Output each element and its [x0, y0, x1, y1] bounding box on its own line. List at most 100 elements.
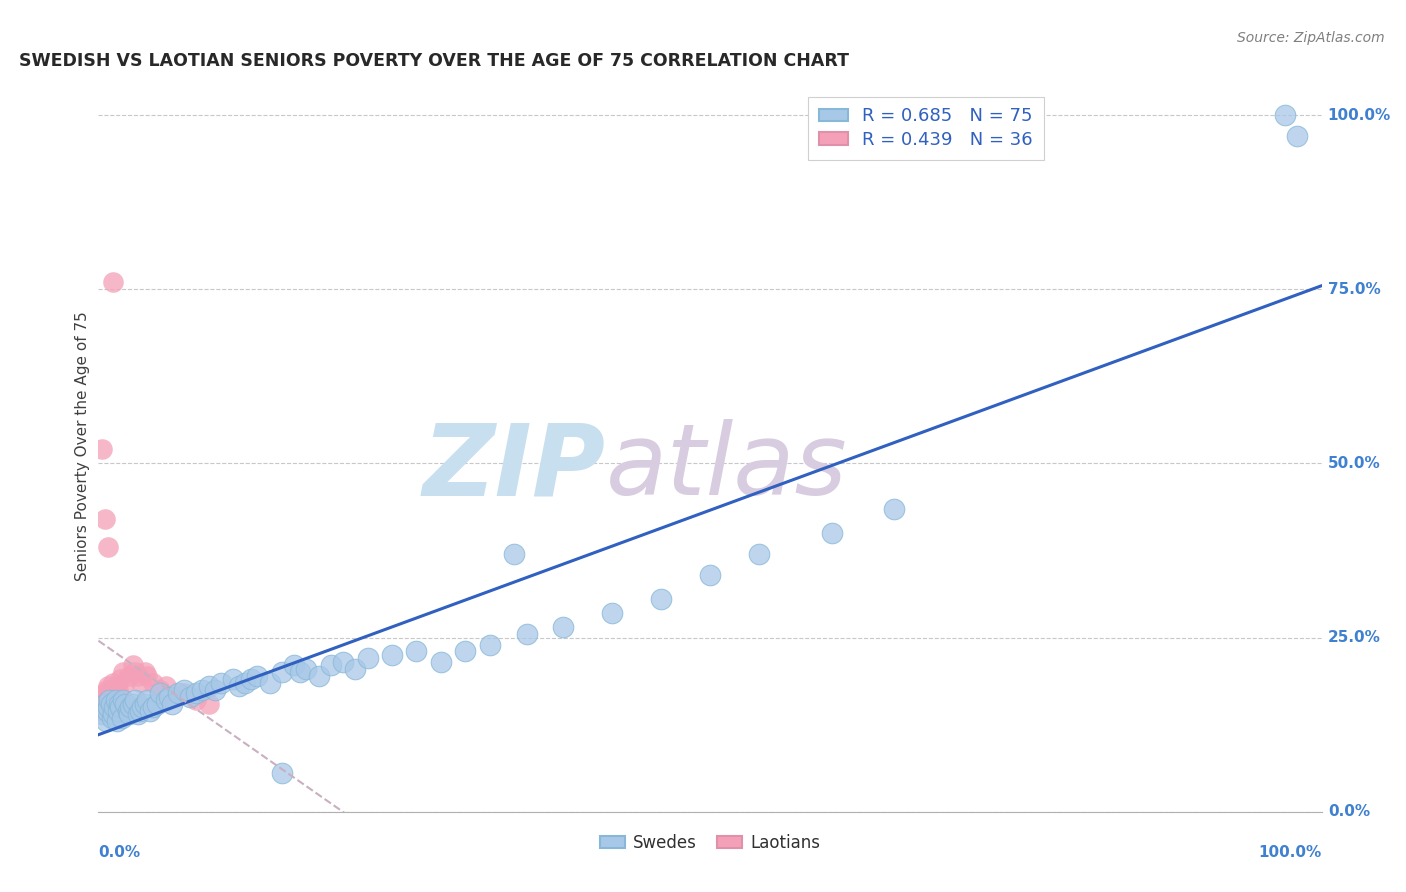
Point: [173, 686, 195, 700]
Point: [124, 693, 146, 707]
Point: [454, 644, 477, 658]
Point: [155, 693, 177, 707]
Text: SWEDISH VS LAOTIAN SENIORS POVERTY OVER THE AGE OF 75 CORRELATION CHART: SWEDISH VS LAOTIAN SENIORS POVERTY OVER …: [18, 53, 849, 70]
Point: [91, 707, 114, 722]
Text: 0.0%: 0.0%: [98, 845, 141, 860]
Point: [94, 714, 117, 728]
Point: [167, 686, 190, 700]
Point: [160, 690, 183, 704]
Point: [97, 679, 120, 693]
Point: [93, 686, 115, 700]
Text: Source: ZipAtlas.com: Source: ZipAtlas.com: [1237, 31, 1385, 45]
Text: 0.0%: 0.0%: [1327, 805, 1369, 819]
Point: [308, 669, 330, 683]
Point: [155, 679, 177, 693]
Point: [146, 697, 169, 711]
Point: [179, 690, 201, 704]
Point: [91, 442, 114, 457]
Point: [270, 665, 294, 680]
Point: [97, 540, 120, 554]
Point: [290, 665, 312, 680]
Point: [101, 711, 124, 725]
Point: [478, 638, 501, 652]
Point: [246, 669, 269, 683]
Point: [103, 697, 125, 711]
Point: [222, 673, 245, 687]
Point: [134, 697, 156, 711]
Point: [111, 665, 134, 680]
Point: [553, 620, 575, 634]
Point: [381, 648, 404, 662]
Point: [129, 676, 152, 690]
Point: [111, 693, 134, 707]
Point: [270, 766, 294, 780]
Point: [405, 644, 427, 658]
Point: [93, 512, 115, 526]
Point: [121, 697, 143, 711]
Point: [110, 700, 132, 714]
Point: [240, 673, 263, 687]
Point: [110, 673, 132, 687]
Point: [204, 682, 226, 697]
Legend: Swedes, Laotians: Swedes, Laotians: [593, 827, 827, 858]
Point: [515, 627, 537, 641]
Point: [233, 676, 256, 690]
Point: [356, 651, 378, 665]
Text: 25.0%: 25.0%: [1327, 630, 1381, 645]
Point: [134, 665, 156, 680]
Point: [332, 655, 354, 669]
Point: [157, 690, 180, 704]
Point: [1286, 128, 1309, 143]
Y-axis label: Seniors Poverty Over the Age of 75: Seniors Poverty Over the Age of 75: [75, 311, 90, 581]
Point: [121, 658, 143, 673]
Point: [149, 686, 172, 700]
Point: [91, 700, 114, 714]
Point: [118, 669, 141, 683]
Point: [186, 693, 208, 707]
Text: 75.0%: 75.0%: [1327, 282, 1381, 297]
Point: [186, 686, 208, 700]
Point: [98, 693, 121, 707]
Point: [344, 662, 367, 676]
Point: [142, 676, 165, 690]
Point: [821, 526, 844, 541]
Point: [149, 682, 172, 697]
Point: [129, 704, 152, 718]
Point: [160, 697, 183, 711]
Point: [127, 707, 149, 722]
Point: [173, 682, 195, 697]
Point: [259, 676, 281, 690]
Point: [503, 547, 526, 561]
Point: [100, 697, 122, 711]
Point: [430, 655, 453, 669]
Point: [139, 704, 162, 718]
Point: [127, 669, 149, 683]
Point: [93, 697, 115, 711]
Point: [101, 682, 124, 697]
Point: [105, 679, 128, 693]
Point: [104, 693, 127, 707]
Point: [1274, 108, 1296, 122]
Point: [97, 700, 120, 714]
Point: [600, 606, 623, 620]
Point: [748, 547, 770, 561]
Point: [295, 662, 318, 676]
Point: [96, 704, 118, 718]
Point: [131, 700, 153, 714]
Point: [228, 679, 250, 693]
Point: [91, 697, 114, 711]
Point: [111, 711, 134, 725]
Point: [104, 690, 127, 704]
Text: 100.0%: 100.0%: [1327, 108, 1391, 122]
Point: [101, 275, 124, 289]
Point: [100, 686, 122, 700]
Point: [117, 704, 139, 718]
Point: [101, 707, 124, 722]
Text: 100.0%: 100.0%: [1258, 845, 1322, 860]
Point: [96, 682, 118, 697]
Point: [124, 665, 146, 680]
Text: atlas: atlas: [606, 419, 848, 516]
Point: [118, 707, 141, 722]
Point: [98, 693, 121, 707]
Point: [90, 704, 112, 718]
